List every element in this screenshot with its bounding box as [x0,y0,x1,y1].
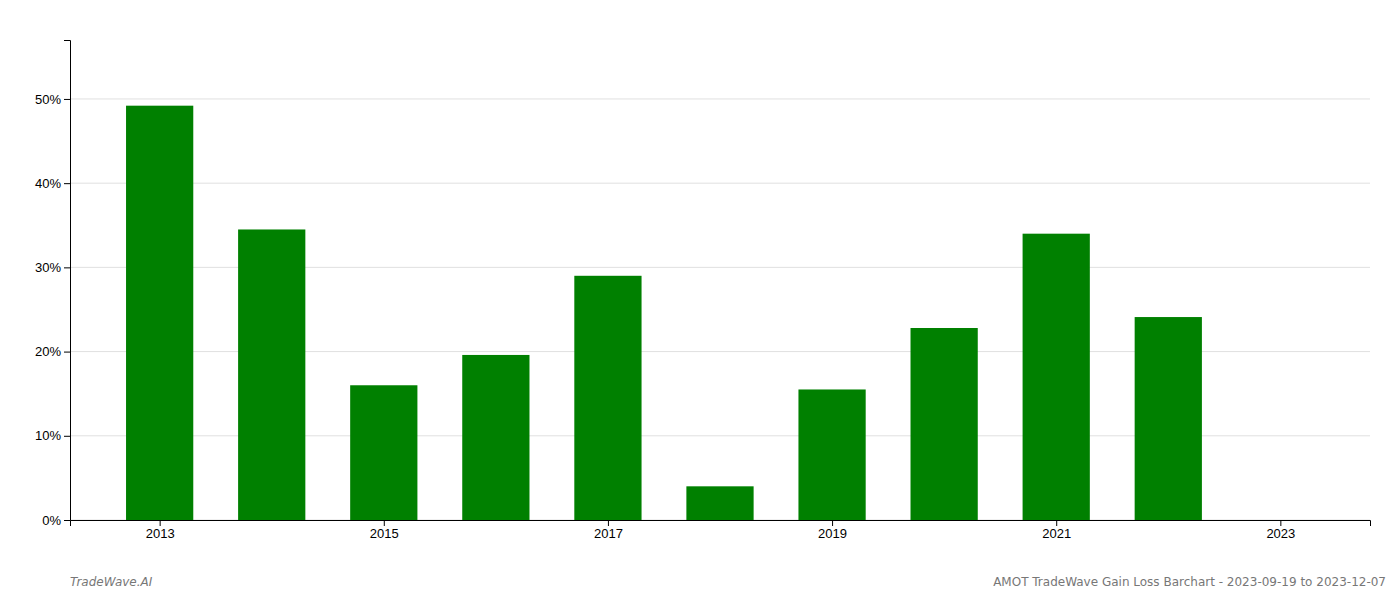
x-tick-label: 2015 [370,526,399,541]
y-tick-mark [64,436,70,437]
x-tick-mark [1280,520,1281,526]
bar [462,355,529,520]
footer-text: AMOT TradeWave Gain Loss Barchart - 2023… [993,575,1386,589]
x-tick: 2017 [594,520,623,541]
bars [126,106,1202,520]
x-tick-label: 2017 [594,526,623,541]
chart: 2013 2015 2017 2019 2021 2023 0% 10% 20% 30% 40% 50… [0,0,1400,600]
y-tick: 50% [35,92,70,107]
x-tick-mark [832,520,833,526]
y-tick-mark [64,183,70,184]
x-tick: 2015 [370,520,399,541]
x-tick: 2023 [1266,520,1295,541]
y-tick: 20% [35,344,70,359]
y-tick-label: 20% [35,344,61,359]
y-tick-mark [64,99,70,100]
x-axis: 2013 2015 2017 2019 2021 2023 [71,520,1371,541]
bar [798,389,865,520]
bar [1023,234,1090,520]
bar [350,385,417,520]
x-tick-mark [384,520,385,526]
bar [686,486,753,520]
grid-line [70,98,1370,99]
x-tick-label: 2021 [1042,526,1071,541]
bar [1135,317,1202,520]
y-tick-mark [64,352,70,353]
x-tick-label: 2019 [818,526,847,541]
footer-text: TradeWave.AI [70,575,153,589]
grid-line [70,183,1370,184]
y-tick-label: 30% [35,260,61,275]
y-tick-label: 10% [35,428,61,443]
x-axis-line [71,521,1371,527]
y-tick-label: 0% [42,513,61,528]
x-tick: 2019 [818,520,847,541]
bar [238,229,305,520]
y-tick: 0% [42,513,70,528]
y-tick-mark [64,267,70,268]
bar [911,328,978,520]
y-tick-label: 50% [35,92,61,107]
x-tick-label: 2013 [146,526,175,541]
bar [126,106,193,520]
y-tick: 10% [35,428,70,443]
x-tick-mark [608,520,609,526]
x-tick-mark [1056,520,1057,526]
y-tick-label: 40% [35,176,61,191]
bar [574,276,641,520]
y-axis-line [64,41,71,521]
x-tick: 2021 [1042,520,1071,541]
y-tick: 40% [35,176,70,191]
y-axis: 0% 10% 20% 30% 40% 50% [35,41,71,528]
x-tick-mark [160,520,161,526]
x-tick-label: 2023 [1266,526,1295,541]
plot: 2013 2015 2017 2019 2021 2023 0% 10% 20% 30% 40% 50… [35,41,1371,542]
y-tick-mark [64,520,70,521]
x-tick: 2013 [146,520,175,541]
grid [70,99,1370,520]
y-tick: 30% [35,260,70,275]
